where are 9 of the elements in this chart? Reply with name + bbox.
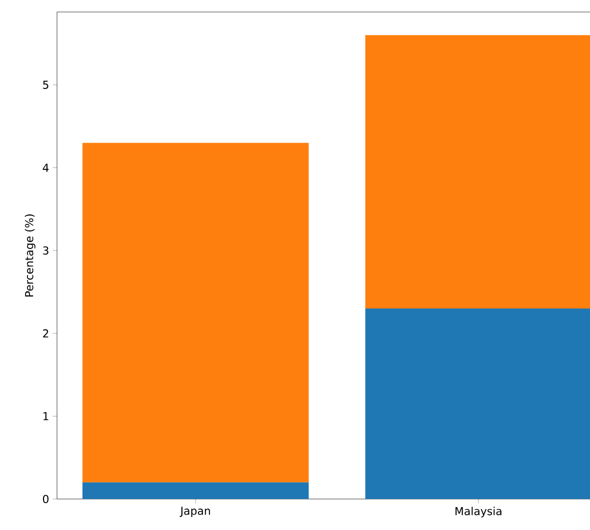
x-tick-label: Malaysia [456,506,502,518]
y-axis-title: Percentage (%) [24,214,36,296]
y-tick-label: 1 [43,412,48,420]
x-tick-label: Japan [180,506,210,518]
y-tick-label: 5 [43,80,48,89]
y-tick-label: 0 [42,494,48,504]
y-tick-label: 2 [43,329,48,338]
y-tick-label: 4 [42,164,49,172]
y-tick-label: 3 [43,246,48,255]
